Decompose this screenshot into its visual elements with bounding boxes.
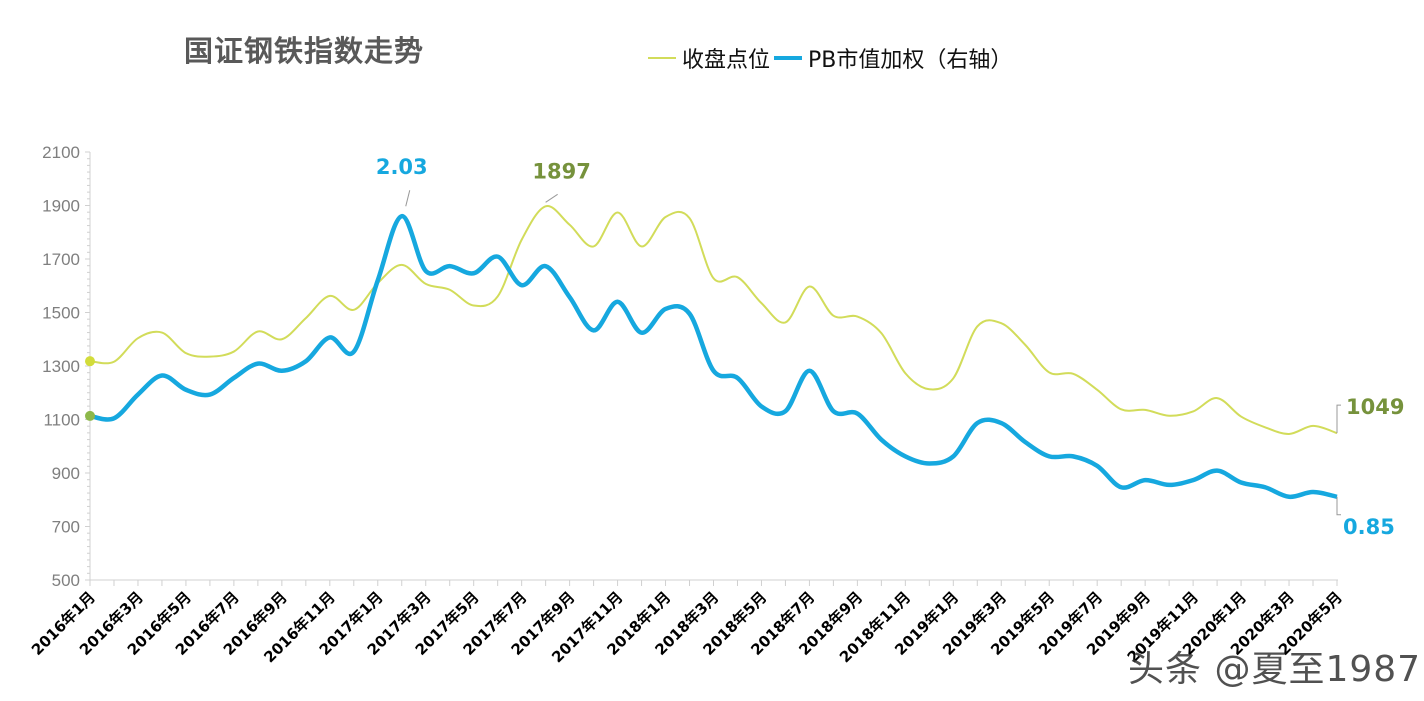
legend-swatch-pb [774, 56, 803, 60]
y-tick-label: 700 [52, 518, 80, 537]
legend-label-close: 收盘点位 [682, 48, 771, 73]
y-tick-label: 1300 [42, 357, 80, 376]
data-label-leader [1336, 496, 1341, 516]
y-tick-label: 1900 [42, 197, 80, 216]
legend: 收盘点位 PB市值加权（右轴） [648, 42, 1016, 74]
y-tick-label: 1500 [42, 304, 80, 323]
y-tick-label: 900 [52, 464, 80, 483]
series-line-close [89, 205, 1338, 435]
series-line-pb [89, 213, 1338, 500]
data-label: 1897 [532, 159, 590, 183]
y-tick-label: 1100 [43, 411, 80, 430]
legend-swatch-close [648, 57, 676, 59]
y-tick-label: 2100 [42, 143, 80, 162]
legend-item-close: 收盘点位 [648, 42, 770, 74]
y-tick-label: 500 [52, 571, 80, 590]
chart-title: 国证钢铁指数走势 [184, 34, 425, 68]
watermark: 头条 @夏至1987 [1128, 649, 1422, 690]
legend-label-pb: PB市值加权（右轴） [808, 48, 1013, 73]
series-start-marker-close [85, 356, 95, 367]
legend-item-pb: PB市值加权（右轴） [774, 42, 1012, 74]
series-start-marker-pb [85, 410, 95, 421]
data-label-leader [545, 193, 558, 203]
data-label-leader [1336, 404, 1341, 434]
data-label: 1049 [1346, 395, 1404, 419]
y-tick-label: 1700 [42, 250, 80, 269]
data-label: 0.85 [1343, 515, 1395, 539]
data-label-leader [405, 190, 411, 207]
data-label: 2.03 [376, 155, 428, 179]
